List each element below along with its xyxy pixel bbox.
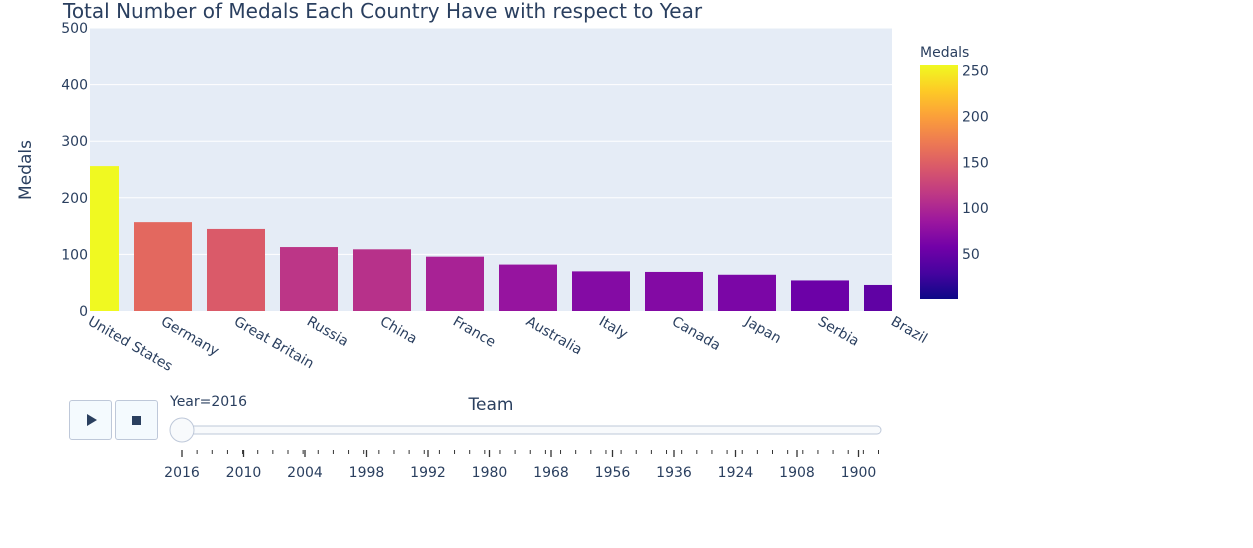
slider-step-label[interactable]: 1936 (656, 465, 692, 481)
bars (90, 166, 892, 311)
play-button[interactable] (69, 400, 112, 440)
slider-rail[interactable] (181, 425, 882, 435)
x-tick-label: Serbia (815, 314, 862, 350)
bar[interactable] (718, 274, 776, 311)
x-tick-label: China (377, 314, 420, 348)
slider-step-label[interactable]: 1924 (718, 465, 754, 481)
colorbar-tick-label: 150 (962, 155, 989, 171)
slider-step-label[interactable]: 1980 (472, 465, 508, 481)
play-icon (87, 414, 97, 426)
colorbar-tick-label: 50 (962, 247, 980, 263)
colorbar (920, 65, 958, 299)
bar[interactable] (791, 280, 849, 311)
y-tick-label: 400 (61, 78, 88, 94)
x-tick-label: Russia (304, 314, 351, 350)
y-tick-labels: 0 100 200 300 400 500 (61, 21, 88, 320)
slider-handle[interactable] (169, 417, 195, 443)
x-tick-label: Japan (741, 313, 784, 347)
slider-step-label[interactable]: 1900 (841, 465, 877, 481)
slider-step-label[interactable]: 1992 (410, 465, 446, 481)
x-tick-label: Great Britain (231, 314, 317, 373)
slider-ticks: 2016 2010 2004 1998 1992 1980 1968 1956 1936 1924… (164, 450, 879, 481)
slider-step-label[interactable]: 1908 (779, 465, 815, 481)
bar[interactable] (864, 284, 892, 311)
y-tick-label: 100 (61, 247, 88, 263)
slider-step-label[interactable]: 2010 (226, 465, 262, 481)
bar[interactable] (134, 222, 192, 311)
slider-step-label[interactable]: 1956 (595, 465, 631, 481)
chart-title: Total Number of Medals Each Country Have… (62, 0, 703, 23)
x-tick-label: Canada (669, 314, 723, 354)
bar[interactable] (426, 256, 484, 311)
x-axis-title: Team (468, 395, 514, 415)
colorbar-tick-labels: 50 100 150 200 250 (962, 64, 989, 264)
bar[interactable] (90, 166, 119, 311)
y-tick-label: 500 (61, 21, 88, 37)
slider-current-label: Year=2016 (169, 394, 247, 410)
colorbar-tick-label: 200 (962, 109, 989, 125)
x-tick-label: Italy (596, 314, 630, 343)
y-tick-label: 200 (61, 191, 88, 207)
stop-icon (132, 415, 141, 425)
x-tick-label: Brazil (888, 314, 930, 347)
x-tick-label: France (450, 314, 498, 351)
slider-step-label[interactable]: 1968 (533, 465, 569, 481)
bar[interactable] (353, 249, 411, 311)
slider-step-label[interactable]: 1998 (349, 465, 385, 481)
stop-button[interactable] (115, 400, 158, 440)
colorbar-tick-label: 100 (962, 201, 989, 217)
bar[interactable] (572, 271, 630, 311)
bar[interactable] (280, 247, 338, 311)
colorbar-title: Medals (920, 45, 969, 61)
y-tick-label: 300 (61, 134, 88, 150)
x-tick-label: Germany (158, 314, 222, 360)
bar[interactable] (499, 264, 557, 311)
colorbar-tick-label: 250 (962, 64, 989, 80)
y-axis-title: Medals (16, 140, 36, 200)
slider-step-label[interactable]: 2016 (164, 465, 200, 481)
bar[interactable] (645, 271, 703, 311)
y-tick-label: 0 (79, 304, 88, 320)
x-tick-label: Australia (523, 314, 585, 359)
slider-step-label[interactable]: 2004 (287, 465, 323, 481)
bar[interactable] (207, 228, 265, 311)
